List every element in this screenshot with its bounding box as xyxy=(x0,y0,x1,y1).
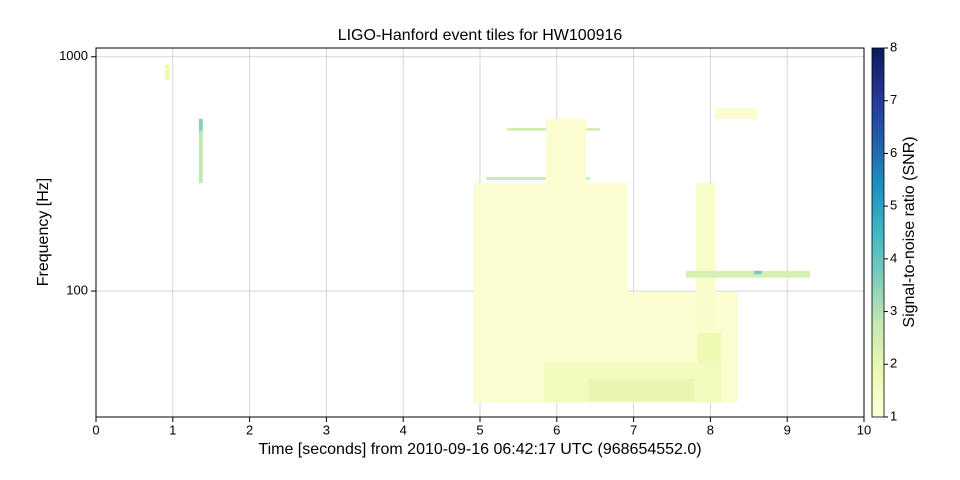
colorbar-tick-label: 7 xyxy=(890,92,897,107)
colorbar-tick-label: 6 xyxy=(890,145,897,160)
event-tile xyxy=(198,118,203,131)
x-tick-label: 10 xyxy=(857,422,871,437)
colorbar-tick-label: 4 xyxy=(890,250,897,265)
colorbar-label: Signal-to-noise ratio (SNR) xyxy=(901,136,918,327)
colorbar-tick-label: 8 xyxy=(890,39,897,54)
x-tick-label: 9 xyxy=(784,422,791,437)
x-tick-label: 8 xyxy=(707,422,714,437)
y-tick-label: 100 xyxy=(66,282,88,297)
x-tick-label: 3 xyxy=(323,422,330,437)
event-tile xyxy=(486,176,590,180)
x-tick-label: 2 xyxy=(246,422,253,437)
x-tick-label: 7 xyxy=(630,422,637,437)
colorbar-tick-label: 5 xyxy=(890,198,897,213)
colorbar-tick-label: 2 xyxy=(890,356,897,371)
event-tile xyxy=(754,270,762,275)
x-tick-label: 6 xyxy=(553,422,560,437)
chart-title: LIGO-Hanford event tiles for HW100916 xyxy=(338,27,623,44)
y-axis-label: Frequency [Hz] xyxy=(35,178,52,286)
event-tile xyxy=(198,118,203,184)
event-tile xyxy=(715,108,758,119)
y-tick-label: 1000 xyxy=(59,48,88,63)
event-tile xyxy=(588,379,695,402)
x-tick-label: 0 xyxy=(92,422,99,437)
colorbar-tick-label: 3 xyxy=(890,303,897,318)
colorbar xyxy=(871,47,885,418)
event-tile xyxy=(165,64,170,80)
x-tick-label: 5 xyxy=(476,422,483,437)
colorbar-tick-label: 1 xyxy=(890,408,897,423)
x-tick-label: 4 xyxy=(400,422,407,437)
event-tile xyxy=(685,270,811,278)
x-axis-label: Time [seconds] from 2010-09-16 06:42:17 … xyxy=(258,441,701,458)
x-tick-label: 1 xyxy=(169,422,176,437)
plot-frame xyxy=(95,47,865,418)
event-tile xyxy=(697,333,722,362)
